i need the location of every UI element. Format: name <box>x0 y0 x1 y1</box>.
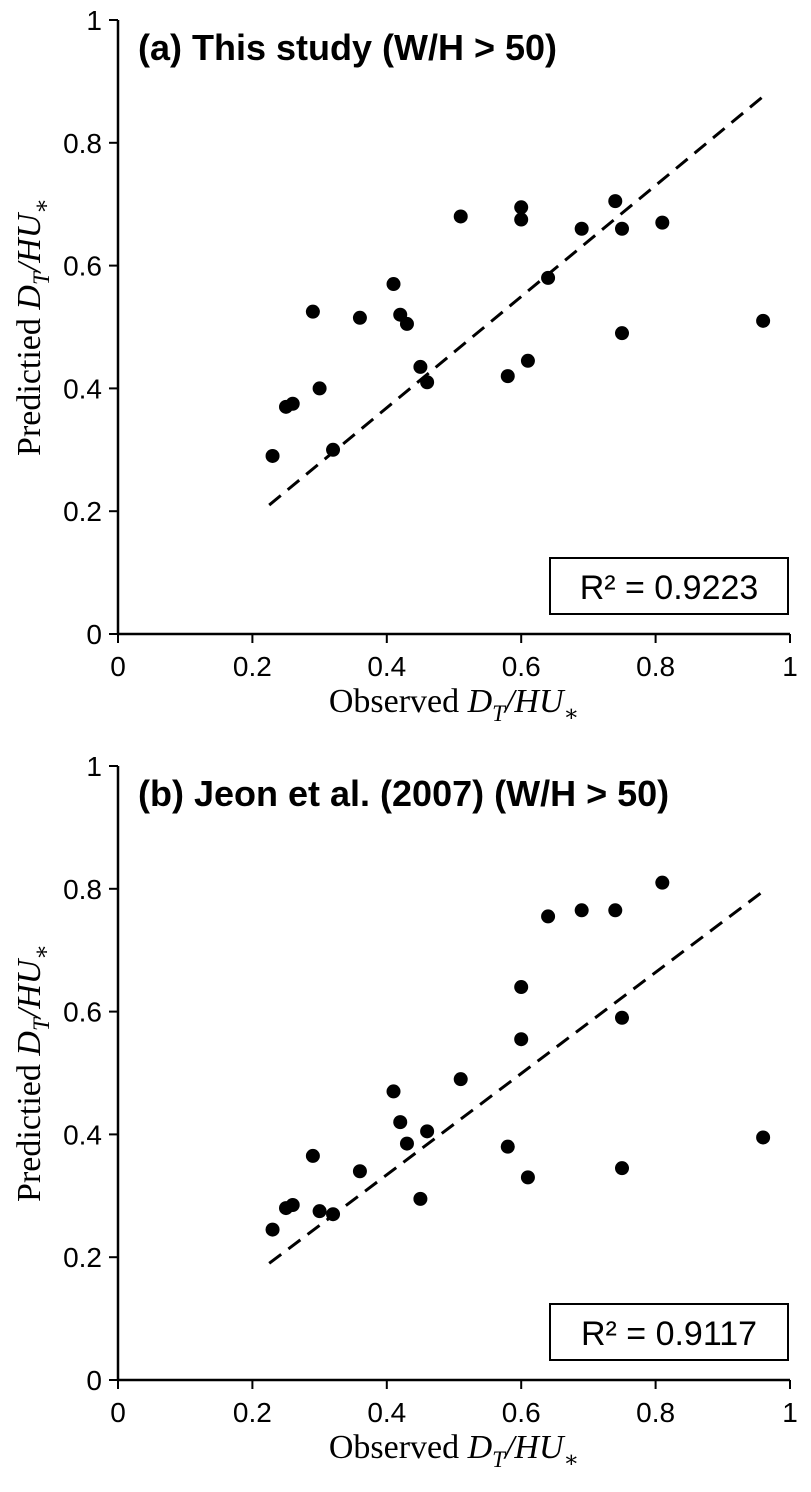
data-point <box>615 1010 629 1025</box>
data-point <box>326 1207 341 1222</box>
data-point <box>500 369 515 384</box>
y-tick-label: 1 <box>86 5 102 36</box>
scatter-chart-b: 0 0.2 0.4 0.6 0.8 1 0 0.2 0.4 0.6 0.8 1 (b) Jeon et … <box>11 751 798 1472</box>
data-point <box>285 1198 300 1213</box>
data-point <box>399 316 414 331</box>
data-point <box>285 396 300 411</box>
data-point <box>453 1072 468 1087</box>
data-point <box>326 442 341 457</box>
y-tick-label: 0.8 <box>63 128 102 159</box>
data-point <box>608 903 623 918</box>
data-point <box>615 326 629 341</box>
scatter-chart-a: 0 0.2 0.4 0.6 0.8 1 0 0.2 0.4 0.6 0.8 1 (a) This stu… <box>11 5 798 726</box>
data-point <box>541 909 556 924</box>
y-tick-label: 0.6 <box>63 251 102 282</box>
x-tick-label: 1 <box>782 651 798 682</box>
y-tick-label: 1 <box>86 751 102 782</box>
x-tick-label: 0.4 <box>367 1397 406 1428</box>
data-point <box>420 375 435 390</box>
data-point <box>514 200 529 215</box>
y-tick-label: 0 <box>86 1365 102 1396</box>
x-tick-label: 0.6 <box>502 651 541 682</box>
data-point <box>352 310 367 325</box>
fit-line <box>268 92 768 507</box>
data-point <box>453 209 468 224</box>
data-point <box>305 304 320 319</box>
data-point <box>520 1170 535 1185</box>
data-point <box>520 353 535 368</box>
y-tick-label: 0.2 <box>63 496 102 527</box>
data-point <box>399 1136 414 1151</box>
data-point <box>312 1204 327 1219</box>
chart-panel-a: 0 0.2 0.4 0.6 0.8 1 0 0.2 0.4 0.6 0.8 1 (a) This stu… <box>11 5 798 726</box>
data-point <box>541 270 556 285</box>
data-point <box>756 1130 771 1145</box>
data-point <box>312 381 327 396</box>
y-tick-label: 0 <box>86 619 102 650</box>
x-tick-label: 0 <box>110 1397 126 1428</box>
x-axis-label: Observed DT/HU∗ <box>329 683 579 726</box>
x-tick-label: 0.8 <box>636 1397 675 1428</box>
chart-title: (a) This study (W/H > 50) <box>138 27 557 68</box>
r2-label: R² = 0.9117 <box>581 1315 757 1353</box>
x-tick-label: 0.2 <box>233 1397 272 1428</box>
y-tick-label: 0.6 <box>63 997 102 1028</box>
data-point <box>265 1222 280 1237</box>
data-point <box>514 212 529 227</box>
y-axis-label: Predictied DT/HU∗ <box>11 944 54 1202</box>
y-tick-label: 0.8 <box>63 874 102 905</box>
data-point <box>413 1191 428 1206</box>
x-tick-label: 0.6 <box>502 1397 541 1428</box>
data-point <box>413 359 428 374</box>
chart-title: (b) Jeon et al. (2007) (W/H > 50) <box>138 773 669 814</box>
y-tick-label: 0.4 <box>63 373 102 404</box>
fit-line <box>268 887 768 1265</box>
r2-box <box>549 557 789 615</box>
data-point <box>420 1124 435 1139</box>
y-axis-label: Predictied DT/HU∗ <box>11 198 54 456</box>
data-point <box>386 277 401 292</box>
data-point <box>655 875 670 890</box>
data-point <box>574 903 589 918</box>
data-point <box>574 221 589 236</box>
r2-label: R² = 0.9223 <box>580 569 759 607</box>
data-point <box>352 1164 367 1179</box>
x-tick-label: 0.8 <box>636 651 675 682</box>
x-tick-label: 0 <box>110 651 126 682</box>
chart-panel-b: 0 0.2 0.4 0.6 0.8 1 0 0.2 0.4 0.6 0.8 1 (b) Jeon et … <box>0 746 811 1492</box>
data-point <box>305 1148 320 1163</box>
data-point <box>514 980 529 995</box>
x-tick-label: 0.4 <box>367 651 406 682</box>
data-point <box>615 1161 629 1176</box>
y-tick-label: 0.4 <box>63 1119 102 1150</box>
data-point <box>756 313 771 328</box>
data-point <box>514 1032 529 1047</box>
data-point <box>500 1139 515 1154</box>
data-point <box>265 448 280 463</box>
data-point <box>608 194 623 209</box>
x-tick-label: 0.2 <box>233 651 272 682</box>
data-point <box>615 221 629 236</box>
data-point <box>655 215 670 230</box>
x-axis-label: Observed DT/HU∗ <box>329 1429 579 1472</box>
data-point <box>393 1115 408 1130</box>
y-tick-label: 0.2 <box>63 1242 102 1273</box>
x-tick-label: 1 <box>782 1397 798 1428</box>
data-point <box>386 1084 401 1099</box>
r2-box <box>549 1303 789 1361</box>
